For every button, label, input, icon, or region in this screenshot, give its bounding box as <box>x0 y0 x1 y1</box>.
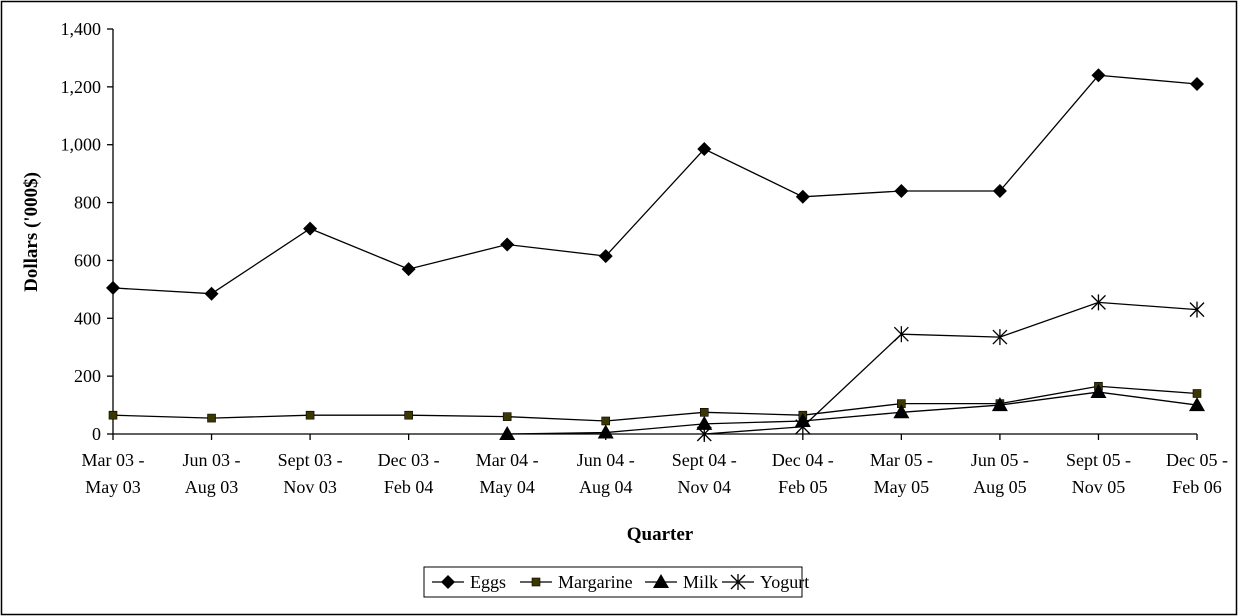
data-point-margarine <box>108 410 118 420</box>
series-line-eggs <box>112 74 1198 295</box>
x-tick-label: Mar 03 -May 03 <box>82 450 145 497</box>
data-point-eggs <box>303 221 318 236</box>
x-axis-title: Quarter <box>627 524 694 545</box>
data-point-margarine <box>404 410 413 420</box>
data-point-milk <box>499 426 516 440</box>
series-line-margarine <box>112 385 1198 422</box>
data-point-eggs <box>795 189 810 204</box>
x-tick-label: Mar 05 -May 05 <box>870 450 933 497</box>
data-point-eggs <box>598 249 613 264</box>
data-point-milk <box>696 415 713 430</box>
axes: 0 200 400 600 800 1,000 1,200 1,400 Mar 03 -May … <box>61 19 1228 497</box>
x-tick-label: Sept 04 -Nov 04 <box>672 450 737 497</box>
data-point-eggs <box>1091 68 1106 83</box>
legend: Eggs Margarine Milk Yogurt <box>423 566 809 598</box>
legend-marker-eggs <box>441 575 455 589</box>
data-point-eggs <box>697 142 712 157</box>
legend-label-margarine: Margarine <box>558 572 633 592</box>
data-point-milk <box>991 397 1008 412</box>
series-markers <box>106 68 1205 442</box>
data-point-margarine <box>699 408 709 417</box>
x-tick-label: Jun 04 -Aug 04 <box>577 450 635 497</box>
legend-marker-margarine <box>531 577 541 587</box>
data-point-milk <box>893 404 910 419</box>
legend-marker-milk <box>653 574 669 588</box>
x-tick-label: Sept 03 -Nov 03 <box>278 450 343 497</box>
data-point-eggs <box>500 237 515 252</box>
data-point-eggs <box>894 184 909 198</box>
x-tick-label: Dec 05 -Feb 06 <box>1166 450 1228 497</box>
data-point-yogurt <box>992 329 1008 346</box>
legend-label-eggs: Eggs <box>470 572 506 592</box>
y-tick-label: 200 <box>74 366 101 386</box>
data-point-milk <box>1090 384 1107 399</box>
data-point-milk <box>1189 397 1205 412</box>
x-tick-label: Sept 05 -Nov 05 <box>1066 450 1131 497</box>
legend-label-milk: Milk <box>683 572 718 592</box>
y-tick-label: 0 <box>92 424 101 444</box>
x-tick-label: Jun 05 -Aug 05 <box>971 450 1029 497</box>
data-point-eggs <box>992 184 1007 198</box>
data-point-margarine <box>502 412 512 421</box>
x-tick-label: Dec 04 -Feb 05 <box>772 450 834 497</box>
data-point-yogurt <box>893 326 909 343</box>
y-tick-label: 1,000 <box>61 135 102 155</box>
data-point-margarine <box>305 410 315 420</box>
y-axis-title: Dollars ('000$) <box>21 172 42 292</box>
x-tick-label: Dec 03 -Feb 04 <box>378 450 440 497</box>
legend-label-yogurt: Yogurt <box>760 572 809 592</box>
series-line-yogurt <box>704 301 1198 435</box>
x-tick-label: Mar 04 -May 04 <box>476 450 539 497</box>
data-point-yogurt <box>795 418 811 435</box>
data-point-margarine <box>207 413 216 423</box>
data-point-eggs <box>401 262 416 277</box>
x-tick-label: Jun 03 -Aug 03 <box>183 450 241 497</box>
y-tick-label: 600 <box>74 250 101 270</box>
y-tick-label: 1,200 <box>61 77 102 97</box>
data-point-eggs <box>106 280 120 295</box>
data-point-eggs <box>1190 76 1204 91</box>
y-tick-label: 800 <box>74 193 101 213</box>
data-point-yogurt <box>1189 301 1205 318</box>
legend-marker-yogurt <box>730 574 746 590</box>
data-point-eggs <box>204 286 219 301</box>
data-point-milk <box>597 424 614 439</box>
y-tick-label: 400 <box>74 308 101 328</box>
data-point-yogurt <box>1090 294 1106 311</box>
data-point-margarine <box>1192 389 1202 398</box>
data-point-margarine <box>601 416 611 426</box>
series-lines <box>112 74 1198 435</box>
data-point-yogurt <box>696 426 712 442</box>
series-line-milk <box>507 391 1198 435</box>
y-tick-label: 1,400 <box>61 19 102 39</box>
